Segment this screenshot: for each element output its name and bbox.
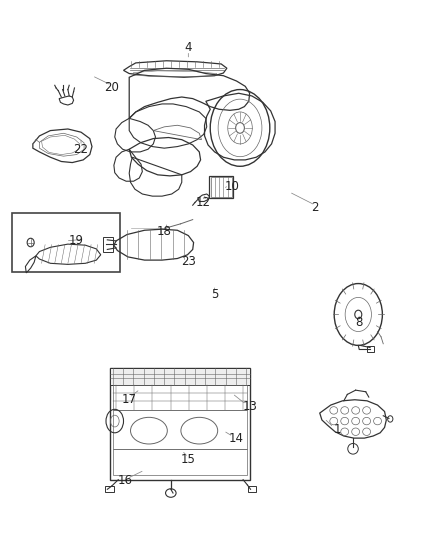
Text: 15: 15 bbox=[181, 453, 196, 466]
Bar bbox=[113, 385, 247, 410]
Text: 20: 20 bbox=[104, 82, 119, 94]
Bar bbox=[113, 449, 247, 475]
Text: 4: 4 bbox=[184, 42, 192, 54]
Bar bbox=[113, 410, 247, 449]
Text: 18: 18 bbox=[157, 225, 172, 238]
Bar bbox=[248, 486, 256, 492]
Bar bbox=[367, 346, 374, 352]
Bar bbox=[209, 176, 233, 198]
Bar bbox=[211, 177, 232, 197]
Text: 22: 22 bbox=[74, 143, 88, 156]
Text: 12: 12 bbox=[196, 196, 211, 209]
Text: 23: 23 bbox=[181, 255, 196, 268]
Text: 19: 19 bbox=[69, 235, 84, 247]
Bar bbox=[110, 368, 250, 385]
Text: 16: 16 bbox=[117, 474, 132, 487]
Text: 17: 17 bbox=[122, 393, 137, 406]
Bar bbox=[12, 213, 120, 272]
Text: 10: 10 bbox=[225, 180, 240, 193]
Bar bbox=[110, 368, 250, 480]
Bar bbox=[103, 237, 113, 252]
Text: 2: 2 bbox=[311, 201, 319, 214]
Text: 13: 13 bbox=[242, 400, 257, 413]
Text: 8: 8 bbox=[356, 316, 363, 329]
Bar bbox=[105, 486, 114, 492]
Text: 5: 5 bbox=[211, 288, 218, 301]
Text: 1: 1 bbox=[333, 423, 341, 435]
Text: 14: 14 bbox=[229, 432, 244, 445]
